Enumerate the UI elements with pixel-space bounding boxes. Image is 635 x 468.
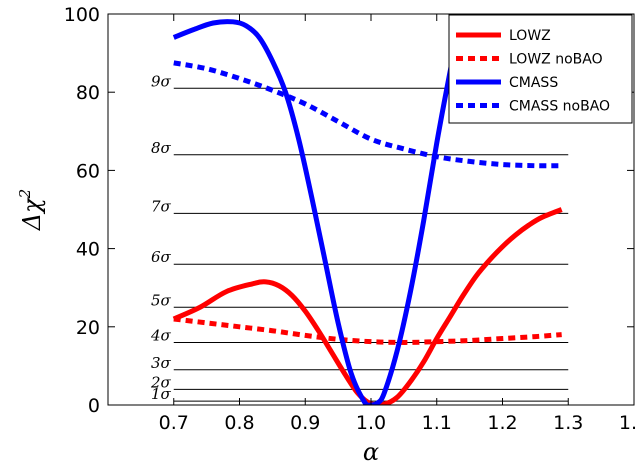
y-tick-label: 0 [88, 395, 100, 417]
y-axis-label: Δχ2 [16, 189, 46, 231]
x-tick-label: 1.0 [356, 412, 386, 434]
axis-ticks: 0.7 0.8 0.9 1.0 1.1 1.2 1.3 1.4 0 20 40 60 80 100 [64, 4, 635, 434]
legend-entry-label: LOWZ noBAO [509, 52, 603, 68]
series-line-lowz [172, 207, 563, 405]
sigma-label-8: 8σ [151, 139, 172, 157]
y-axis-label-main: Δχ [18, 197, 46, 231]
sigma-label-4: 4σ [150, 326, 172, 344]
series-layer [172, 14, 563, 405]
x-tick-label: 1.1 [422, 412, 452, 434]
sigma-label-2: 2σ [150, 373, 172, 391]
sigma-label-7: 7σ [151, 197, 172, 215]
x-tick-label: 0.9 [290, 412, 320, 434]
sigma-label-1: 1σ [151, 385, 172, 403]
x-tick-label: 1.2 [487, 412, 517, 434]
sigma-label-9: 9σ [151, 72, 172, 90]
x-tick-label: 1.4 [619, 412, 635, 434]
legend: LOWZ LOWZ noBAO CMASS CMASS noBAO [448, 14, 633, 124]
x-axis-label: α [363, 438, 379, 466]
sigma-label-6: 6σ [151, 248, 172, 266]
y-tick-label: 100 [64, 4, 100, 26]
legend-entry-label: CMASS [509, 75, 558, 91]
y-tick-label: 60 [76, 160, 100, 182]
legend-entry-label: CMASS noBAO [509, 99, 610, 115]
y-axis-label-sup: 2 [16, 189, 34, 200]
sigma-label-5: 5σ [151, 291, 172, 309]
y-tick-label: 20 [76, 317, 100, 339]
series-line-cmass [172, 14, 472, 405]
series-line-lowz-nobao [173, 316, 562, 345]
x-tick-label: 0.7 [159, 412, 189, 434]
x-tick-label: 1.3 [553, 412, 583, 434]
x-tick-label: 0.8 [224, 412, 254, 434]
legend-entry-label: LOWZ [509, 28, 551, 44]
y-tick-label: 40 [76, 239, 100, 261]
y-tick-label: 80 [76, 82, 100, 104]
sigma-label-3: 3σ [151, 354, 172, 372]
